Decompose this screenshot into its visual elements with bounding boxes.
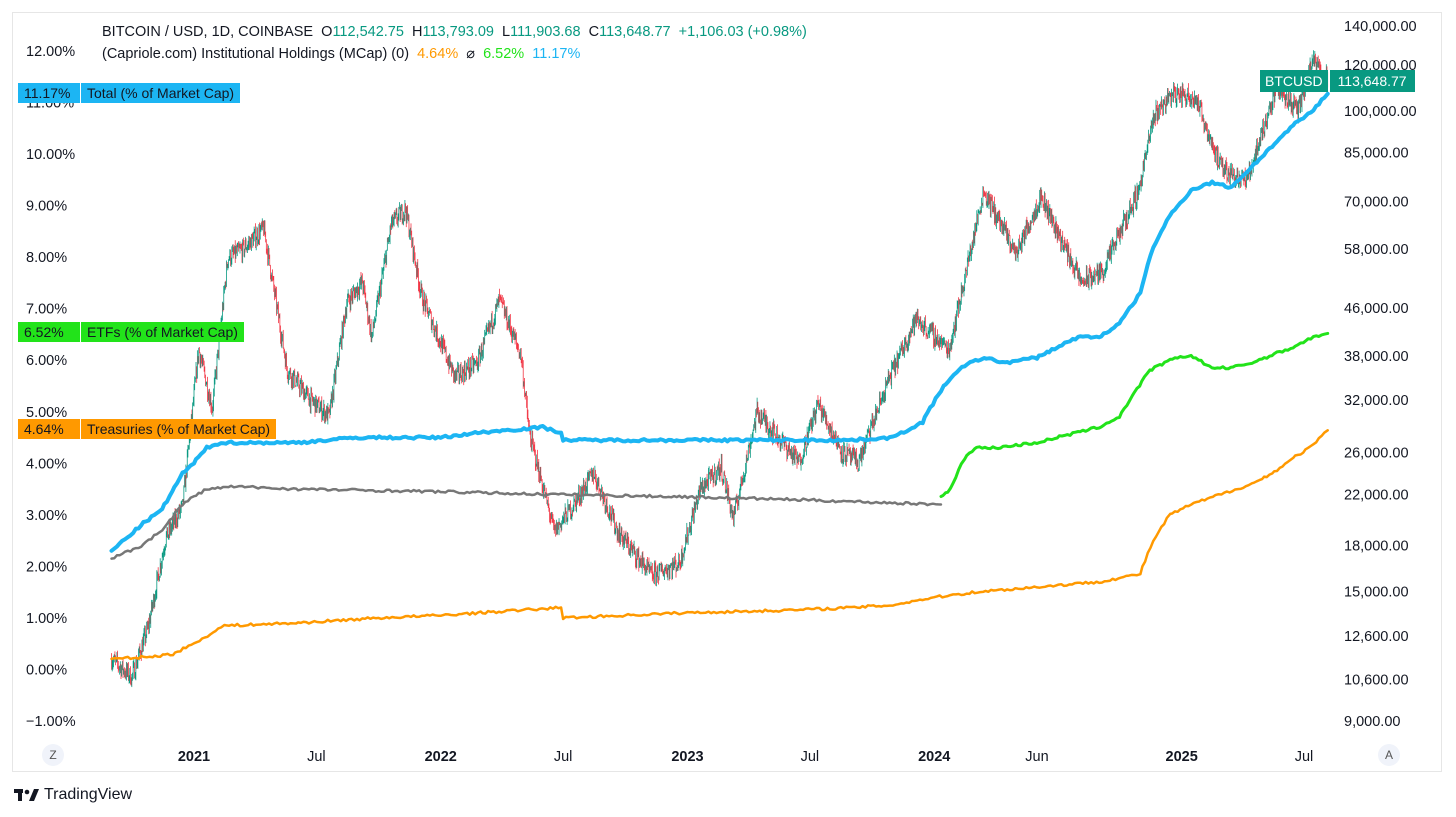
etf-series-label[interactable]: 6.52% ETFs (% of Market Cap) [18,322,244,342]
right-axis-tick: 70,000.00 [1344,195,1409,211]
left-axis-tick: 9.00% [26,199,67,215]
right-axis-tick: 26,000.00 [1344,445,1409,461]
etf-label-value: 6.52% [18,322,80,342]
btcusd-candles [111,50,1329,688]
left-axis-tick: 1.00% [26,611,67,627]
etf-label-name: ETFs (% of Market Cap) [81,322,244,342]
high-label: H [412,24,423,40]
tradingview-brand: TradingView [44,786,133,803]
etf-line [939,331,1330,498]
x-axis-tick: Jun [1025,749,1048,765]
legacy-line [110,484,943,560]
treasury-label-name: Treasuries (% of Market Cap) [81,419,277,439]
x-axis-tick: Jul [1295,749,1314,765]
left-axis-tick: 4.00% [26,456,67,472]
treasury-line [110,429,1329,661]
right-axis-tick: 22,000.00 [1344,488,1409,504]
right-axis-tick: 46,000.00 [1344,301,1409,317]
left-axis-tick: 3.00% [26,508,67,524]
right-axis-tick: 15,000.00 [1344,585,1409,601]
total-series-label[interactable]: 11.17% Total (% of Market Cap) [18,83,241,103]
x-axis-tick: Jul [801,749,820,765]
total-label-value: 11.17% [18,83,80,103]
price-tag-symbol: BTCUSD [1260,70,1328,92]
indicator-etf-value: 6.52% [483,46,525,62]
tradingview-logo-icon [14,789,39,801]
change-value: +1,106.03 (+0.98%) [678,24,807,40]
chart-frame [12,12,1442,772]
tradingview-logo[interactable]: TradingView [14,786,132,804]
indicator-treasury-value: 4.64% [417,46,459,62]
left-axis-tick: 10.00% [26,147,75,163]
x-axis-tick: 2023 [671,749,703,765]
zoom-button[interactable]: Z [42,744,64,766]
x-axis-tick: Jul [307,749,326,765]
indicator-name: (Capriole.com) Institutional Holdings (M… [102,46,410,62]
right-axis-tick: 100,000.00 [1344,104,1417,120]
total-line [109,91,1330,553]
close-value: 113,648.77 [599,24,671,40]
right-axis-tick: 9,000.00 [1344,714,1400,730]
right-axis-tick: 38,000.00 [1344,349,1409,365]
left-axis-tick: 8.00% [26,250,67,266]
x-axis-tick: 2025 [1166,749,1198,765]
indicator-total-value: 11.17% [532,46,581,62]
x-axis-tick: 2022 [425,749,457,765]
treasury-series-label[interactable]: 4.64% Treasuries (% of Market Cap) [18,419,277,439]
right-axis-tick: 32,000.00 [1344,393,1409,409]
indicator-separator-icon: ⌀ [466,46,476,62]
open-value: 112,542.75 [332,24,404,40]
right-axis-tick: 58,000.00 [1344,242,1409,258]
symbol-name: BITCOIN / USD, 1D, COINBASE [102,24,314,40]
right-axis-tick: 140,000.00 [1344,19,1417,35]
left-axis-tick: 7.00% [26,302,67,318]
left-axis-tick: −1.00% [26,714,76,730]
right-axis-tick: 18,000.00 [1344,538,1409,554]
indicator-legend[interactable]: (Capriole.com) Institutional Holdings (M… [102,46,580,62]
x-axis-tick: Jul [554,749,573,765]
price-tag[interactable]: BTCUSD 113,648.77 [1260,70,1415,92]
auto-scale-button[interactable]: A [1378,744,1400,766]
left-axis-tick: 12.00% [26,44,75,60]
price-tag-value: 113,648.77 [1329,70,1415,92]
left-axis-tick: 6.00% [26,353,67,369]
x-axis-tick: 2024 [918,749,950,765]
left-axis-tick: 5.00% [26,405,67,421]
right-axis-tick: 85,000.00 [1344,145,1409,161]
symbol-legend[interactable]: BITCOIN / USD, 1D, COINBASE O112,542.75 … [102,24,807,40]
x-axis-tick: 2021 [178,749,210,765]
low-label: L [502,24,511,40]
high-value: 113,793.09 [422,24,494,40]
treasury-label-value: 4.64% [18,419,80,439]
right-axis-tick: 10,600.00 [1344,673,1409,689]
left-axis-tick: 0.00% [26,662,67,678]
open-label: O [321,24,333,40]
low-value: 111,903.68 [510,24,581,40]
right-axis-tick: 12,600.00 [1344,629,1409,645]
left-axis-tick: 2.00% [26,559,67,575]
total-label-name: Total (% of Market Cap) [81,83,241,103]
close-label: C [588,24,600,40]
